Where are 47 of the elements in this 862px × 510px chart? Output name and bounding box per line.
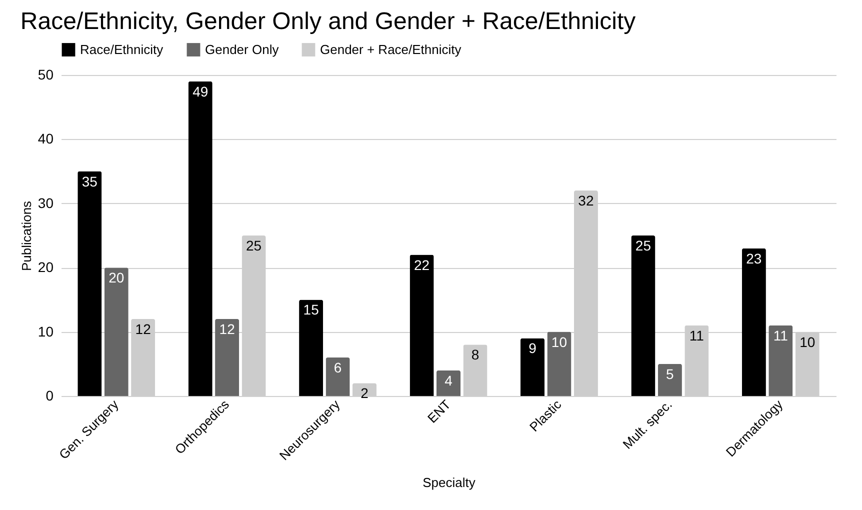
bar xyxy=(742,248,766,396)
y-tick-label: 40 xyxy=(38,130,54,147)
bar xyxy=(658,364,682,396)
y-tick-label: 20 xyxy=(38,259,54,276)
y-tick-label: 0 xyxy=(46,388,54,404)
data-label: 12 xyxy=(219,320,236,337)
bar xyxy=(410,254,434,396)
bar xyxy=(104,268,128,396)
data-label: 20 xyxy=(108,270,124,286)
bar xyxy=(78,171,102,396)
data-label: 2 xyxy=(360,385,369,402)
data-label: 25 xyxy=(635,238,652,254)
data-label: 12 xyxy=(135,320,152,337)
data-label: 35 xyxy=(82,173,98,190)
legend-label: Gender Only xyxy=(205,42,280,57)
bar xyxy=(326,357,350,396)
y-tick-label: 30 xyxy=(38,194,54,211)
chart-title: Race/Ethnicity, Gender Only and Gender + Race/Ethnicity xyxy=(20,8,636,35)
data-label: 10 xyxy=(551,334,568,350)
data-label: 32 xyxy=(578,192,594,209)
x-axis-title: Specialty xyxy=(422,475,476,490)
bar xyxy=(547,332,572,396)
bar xyxy=(768,325,793,396)
bar xyxy=(299,300,324,396)
legend-label: Gender + Race/Ethnicity xyxy=(320,42,462,57)
data-label: 4 xyxy=(444,372,453,388)
data-label: 9 xyxy=(528,340,537,356)
data-label: 15 xyxy=(303,302,320,318)
data-label: 23 xyxy=(746,250,762,266)
data-label: 22 xyxy=(414,256,430,273)
y-tick-label: 10 xyxy=(38,323,54,340)
legend-label: Race/Ethnicity xyxy=(80,42,164,57)
bar xyxy=(520,338,545,396)
bar xyxy=(631,236,656,396)
bar xyxy=(188,81,212,396)
bar xyxy=(215,318,240,396)
bar xyxy=(436,370,461,396)
data-label: 25 xyxy=(246,238,262,254)
data-label: 49 xyxy=(192,83,208,100)
data-label: 11 xyxy=(773,327,788,344)
data-label: 8 xyxy=(471,346,480,363)
data-label: 5 xyxy=(666,366,674,382)
y-axis-title: Publications xyxy=(18,200,34,272)
data-label: 11 xyxy=(689,327,704,344)
y-tick-label: 50 xyxy=(38,66,54,82)
data-label: 10 xyxy=(800,334,816,350)
data-label: 6 xyxy=(334,359,342,376)
